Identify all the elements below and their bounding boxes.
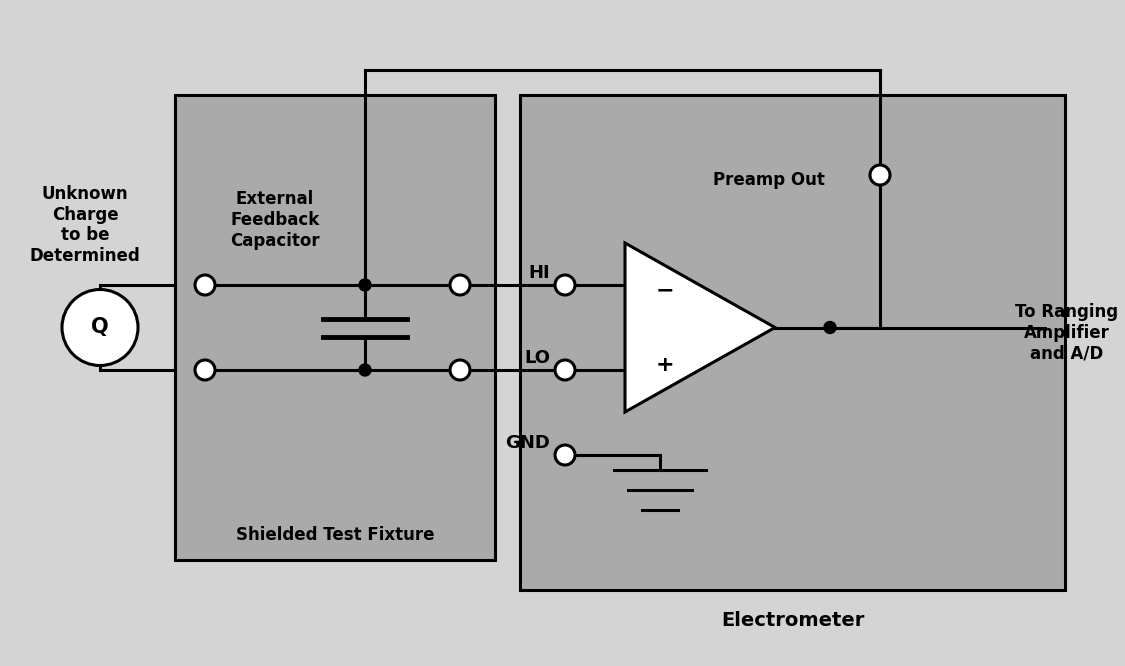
Text: Shielded Test Fixture: Shielded Test Fixture <box>236 526 434 544</box>
Text: Electrometer: Electrometer <box>721 611 864 629</box>
Bar <box>520 95 1065 590</box>
Circle shape <box>450 360 470 380</box>
Circle shape <box>359 364 371 376</box>
Circle shape <box>870 165 890 185</box>
Text: Q: Q <box>91 318 109 338</box>
Bar <box>176 95 495 560</box>
Circle shape <box>450 275 470 295</box>
Text: External
Feedback
Capacitor: External Feedback Capacitor <box>231 190 320 250</box>
Text: Preamp Out: Preamp Out <box>713 171 825 189</box>
Text: GND: GND <box>505 434 550 452</box>
Circle shape <box>555 445 575 465</box>
Circle shape <box>359 279 371 291</box>
Circle shape <box>555 275 575 295</box>
Circle shape <box>62 290 138 366</box>
Text: +: + <box>656 355 674 375</box>
Circle shape <box>555 360 575 380</box>
Circle shape <box>824 322 836 334</box>
Text: To Ranging
Amplifier
and A/D: To Ranging Amplifier and A/D <box>1015 303 1118 362</box>
Text: Unknown
Charge
to be
Determined: Unknown Charge to be Determined <box>29 184 141 265</box>
Circle shape <box>195 275 215 295</box>
Polygon shape <box>626 243 775 412</box>
Text: LO: LO <box>524 349 550 367</box>
Circle shape <box>195 360 215 380</box>
Text: HI: HI <box>529 264 550 282</box>
Text: −: − <box>656 280 674 300</box>
